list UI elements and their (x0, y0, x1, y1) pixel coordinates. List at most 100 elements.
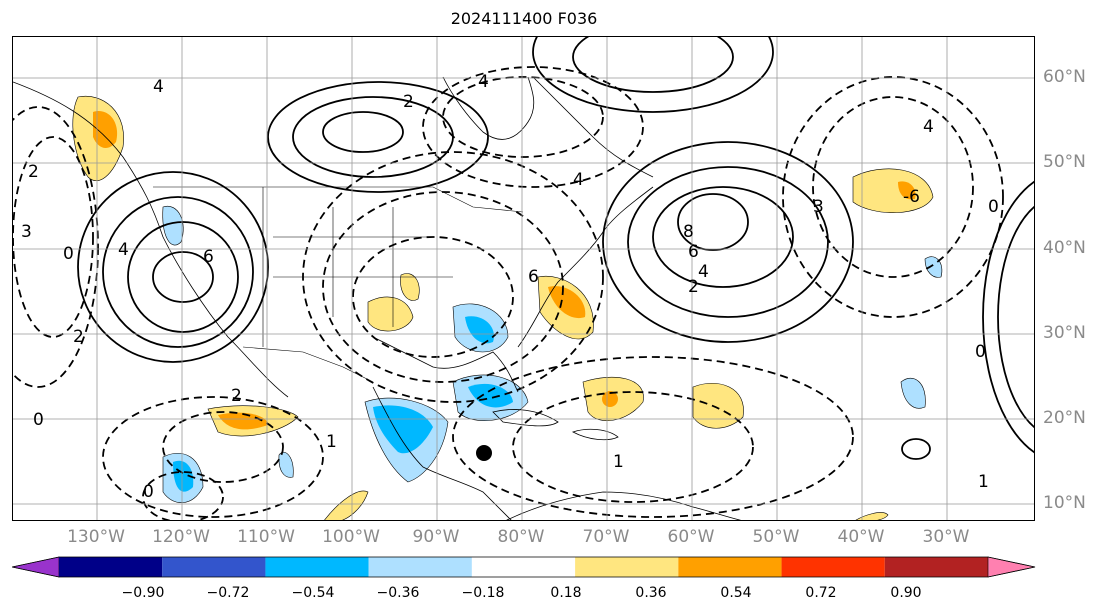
contour-pos-ne-high-1 (572, 37, 734, 93)
contour-neg-gulf-2 (322, 191, 564, 383)
lon-label: 70°W (582, 527, 630, 547)
contour-label: -6 (903, 187, 920, 207)
contour-label: 2 (231, 386, 242, 406)
contour-label: 0 (63, 244, 74, 264)
shade-pos-texas (367, 296, 414, 332)
contour-neg-caribbean-2 (452, 356, 854, 518)
gridlines (13, 37, 1034, 520)
coastline-south-america (506, 491, 742, 520)
shade-neg-gulf-core (465, 316, 494, 344)
colorbar-tick-label: −0.36 (376, 585, 420, 601)
contour-label: 8 (683, 222, 694, 242)
contour-pos-west-high-4 (77, 171, 269, 363)
colorbar-segment (781, 557, 885, 577)
contour-label: 1 (326, 432, 337, 452)
map-plot-area: 4 4 2 0 3 4 2 6 8 6 4 2 4 3 0 4 -6 0 2 1… (12, 36, 1035, 521)
contour-pos-west-high-1 (152, 251, 214, 303)
colorbar-segment (678, 557, 782, 577)
lon-label: 80°W (497, 527, 545, 547)
contour-pos-atl-high-3 (627, 166, 829, 318)
contour-labels: 4 4 2 0 3 4 2 6 8 6 4 2 4 3 0 4 -6 0 2 1… (21, 72, 999, 502)
map-title: 2024111400 F036 (450, 9, 598, 28)
contour-label: 4 (118, 240, 129, 260)
colorbar-segment (471, 557, 576, 577)
map-canvas: 4 4 2 0 3 4 2 6 8 6 4 2 4 3 0 4 -6 0 2 1… (13, 37, 1034, 520)
black-dot-marker (476, 445, 492, 461)
colorbar-segments (12, 556, 1036, 578)
contour-neg-pacific-1 (162, 411, 284, 483)
colorbar-tick-label: −0.18 (461, 585, 505, 601)
colorbar-segment (59, 557, 163, 577)
contour-neg-west-2 (13, 106, 99, 388)
contour-label: 4 (478, 72, 489, 92)
shade-pos-texas-2 (400, 273, 420, 301)
coastline-labrador (532, 76, 654, 178)
colorbar (12, 556, 1036, 578)
contour-neg-gulf-3 (302, 151, 604, 403)
lon-label: 40°W (837, 527, 885, 547)
border-us-canada (153, 186, 524, 213)
contour-pos-atl-high-4 (602, 141, 854, 343)
shade-neg-west-us (162, 205, 184, 246)
shade-neg-pacific-core (173, 460, 194, 492)
colorbar-tick-label: −0.72 (206, 585, 250, 601)
colorbar-tick-label: 0.90 (890, 585, 922, 601)
colorbar-segment (884, 557, 988, 577)
shade-pos-alaska-core (93, 111, 118, 149)
contour-label: 6 (688, 242, 699, 262)
lat-label: 30°N (1043, 323, 1086, 343)
colorbar-segment (368, 557, 472, 577)
contour-neg-gulf-1 (352, 236, 514, 358)
shade-neg-yucatan-core (468, 383, 513, 408)
contour-label: 0 (988, 197, 999, 217)
contour-label: 0 (33, 410, 44, 430)
lon-label: 100°W (322, 527, 380, 547)
border-us-mexico (242, 346, 374, 383)
contour-pos-north-high-1 (322, 111, 404, 153)
contour-label: 2 (73, 327, 84, 347)
contour-label: 4 (698, 262, 709, 282)
contour-neg-ne-1 (442, 76, 604, 158)
contour-label: 6 (528, 267, 539, 287)
contour-pos-north-high-3 (267, 81, 489, 193)
coastline-west-na (13, 81, 289, 398)
lon-label: 120°W (152, 527, 210, 547)
shade-pos-carolina-core (548, 286, 586, 319)
colorbar-tick-label: 0.18 (550, 585, 582, 601)
contour-pos-far-east (997, 205, 1034, 429)
colorbar-extend-low (12, 556, 60, 578)
shade-pos-atlantic-2 (852, 168, 934, 213)
contour-neg-west-1 (13, 136, 94, 338)
contour-label: 0 (975, 342, 986, 362)
coastline-hudson (442, 76, 535, 140)
lon-label: 60°W (667, 527, 715, 547)
colorbar-tick-label: 0.54 (720, 585, 752, 601)
contour-pos-west-high-2 (127, 221, 239, 333)
contour-neg-east-2 (782, 76, 1004, 318)
contour-pos-atl-high-2 (652, 186, 794, 288)
shade-neg-mexico-core (373, 405, 433, 454)
colorbar-segment (162, 557, 266, 577)
lon-label: 50°W (752, 527, 800, 547)
contour-label: 4 (153, 77, 164, 97)
shade-pos-caribbean-core (602, 391, 618, 407)
colorbar-outline (12, 556, 1036, 578)
contour-label: 2 (28, 162, 39, 182)
contour-label: 2 (688, 277, 699, 297)
lon-label: 30°W (922, 527, 970, 547)
lat-label: 60°N (1043, 67, 1086, 87)
contour-label: 1 (613, 452, 624, 472)
contour-neg-east-1 (812, 96, 974, 278)
coastline-cuba (492, 409, 559, 427)
shade-neg-pacific-2 (278, 451, 294, 478)
contour-label: 4 (573, 170, 584, 190)
contour-label: 3 (813, 197, 824, 217)
shade-neg-atlantic-2 (900, 377, 926, 409)
lon-label: 130°W (67, 527, 125, 547)
contour-pos-ne-high-2 (532, 37, 774, 113)
coastline-hispaniola (571, 428, 619, 441)
colorbar-segment (575, 557, 679, 577)
contour-neg-pacific-2 (102, 396, 324, 518)
contour-pos-atl-high-1 (677, 193, 749, 251)
contour-label: 1 (978, 472, 989, 492)
